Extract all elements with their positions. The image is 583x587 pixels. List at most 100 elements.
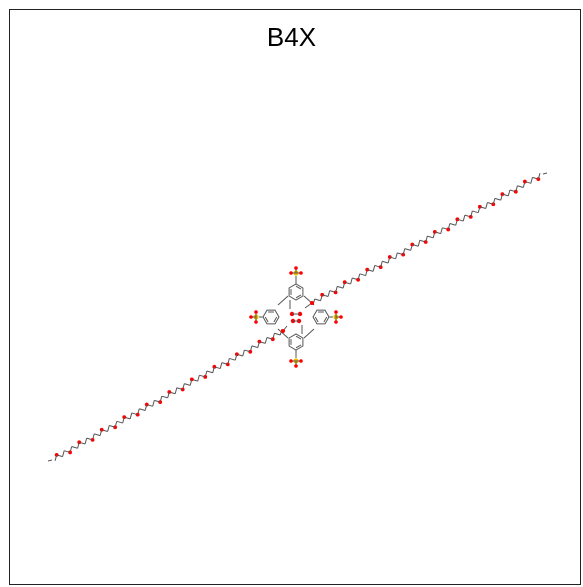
oxygen-atom <box>144 402 149 407</box>
chain-bond <box>395 252 398 259</box>
oxygen-atom <box>189 377 194 382</box>
chain-bond <box>524 181 531 184</box>
chain-bond <box>167 391 170 399</box>
chain-bond <box>449 223 456 226</box>
oxygen-atom <box>249 315 253 319</box>
chain-bond <box>530 177 533 184</box>
chain-bond <box>122 417 125 424</box>
chain-bond <box>404 248 411 251</box>
methylene-bridge <box>277 328 289 339</box>
methylene-bridge <box>303 328 315 339</box>
chain-bond <box>327 290 331 297</box>
chain-bond <box>380 261 383 268</box>
chain-bond <box>189 379 193 386</box>
chain-bond <box>427 235 434 239</box>
oxygen-atom <box>523 179 527 184</box>
chain-bond <box>131 412 138 416</box>
methylene-bridge <box>277 295 289 306</box>
oxygen-atom <box>334 320 338 324</box>
chain-bond <box>54 454 58 461</box>
chain-bond <box>62 450 65 457</box>
chain-bond <box>344 281 351 285</box>
chain-bond <box>402 248 406 255</box>
chain-terminal-bond <box>542 172 548 175</box>
chain-bond <box>71 446 78 449</box>
chain-bond <box>212 366 215 373</box>
chain-bond <box>350 277 353 285</box>
oxygen-atom <box>234 352 239 357</box>
chain-bond <box>199 374 206 378</box>
chain-bond <box>229 357 236 361</box>
oxygen-atom <box>446 227 451 232</box>
chain-bond <box>457 218 464 222</box>
chain-bond <box>139 408 146 411</box>
chain-bond <box>234 354 238 361</box>
oxygen-atom <box>513 189 518 194</box>
double-bond <box>295 285 302 290</box>
chain-bond <box>314 298 321 302</box>
double-bond <box>295 294 302 299</box>
chain-bond <box>537 173 541 180</box>
oxygen-atom <box>299 359 303 363</box>
chain-bond <box>412 243 419 247</box>
chain-bond <box>176 387 183 391</box>
chain-bond <box>357 273 361 280</box>
chain-bond <box>440 227 443 234</box>
chain-bond <box>479 206 486 209</box>
chain-bond <box>470 210 473 217</box>
chain-bond <box>264 337 268 344</box>
double-bond <box>323 316 328 323</box>
chain-bond <box>472 210 479 214</box>
chain-bond <box>219 362 223 369</box>
chain-bond <box>502 193 509 197</box>
oxygen-atom <box>254 320 258 324</box>
chain-bond <box>417 240 421 247</box>
double-bond <box>295 335 302 340</box>
chain-bond <box>244 349 251 353</box>
chain-bond <box>109 425 116 428</box>
oxygen-atom <box>299 271 303 275</box>
chain-bond <box>64 450 71 453</box>
chain-bond <box>242 349 245 357</box>
chain-bond <box>221 362 228 365</box>
oxygen-atom <box>294 266 298 270</box>
double-bond <box>314 316 319 323</box>
oxygen-atom <box>289 359 293 363</box>
oxygen-atom <box>310 301 314 305</box>
chain-bond <box>447 223 451 230</box>
molecule-title: B4X <box>266 22 317 52</box>
chain-bond <box>337 285 344 289</box>
chain-bond <box>86 437 93 441</box>
oxygen-atom <box>491 202 496 207</box>
chain-bond <box>515 185 518 192</box>
peg-chain-lower-left <box>54 328 283 461</box>
chain-bond <box>462 214 466 222</box>
chain-bond <box>129 412 133 420</box>
chain-bond <box>359 273 366 277</box>
chain-bond <box>251 345 258 349</box>
chain-bond <box>257 341 260 348</box>
image-frame <box>9 9 581 585</box>
chain-bond <box>434 231 441 235</box>
peg-chain-upper-right <box>312 173 541 306</box>
chain-bond <box>154 399 161 403</box>
oxygen-atom <box>254 310 258 314</box>
chain-bond <box>322 294 329 298</box>
chain-bond <box>197 375 200 382</box>
double-bond <box>295 344 302 349</box>
oxygen-atom <box>212 364 217 369</box>
chain-bond <box>77 442 80 449</box>
chain-bond <box>389 256 396 260</box>
chain-terminal-bond <box>47 459 53 462</box>
chain-bond <box>107 425 110 432</box>
chain-bond <box>94 433 101 437</box>
oxygen-atom <box>289 271 293 275</box>
oxygen-atom <box>294 364 298 368</box>
chain-bond <box>372 265 376 272</box>
oxygen-atom <box>536 177 541 182</box>
double-bond <box>273 316 278 323</box>
chain-bond <box>507 189 511 197</box>
aromatic-ring-top <box>288 283 304 301</box>
chain-bond <box>266 336 273 340</box>
